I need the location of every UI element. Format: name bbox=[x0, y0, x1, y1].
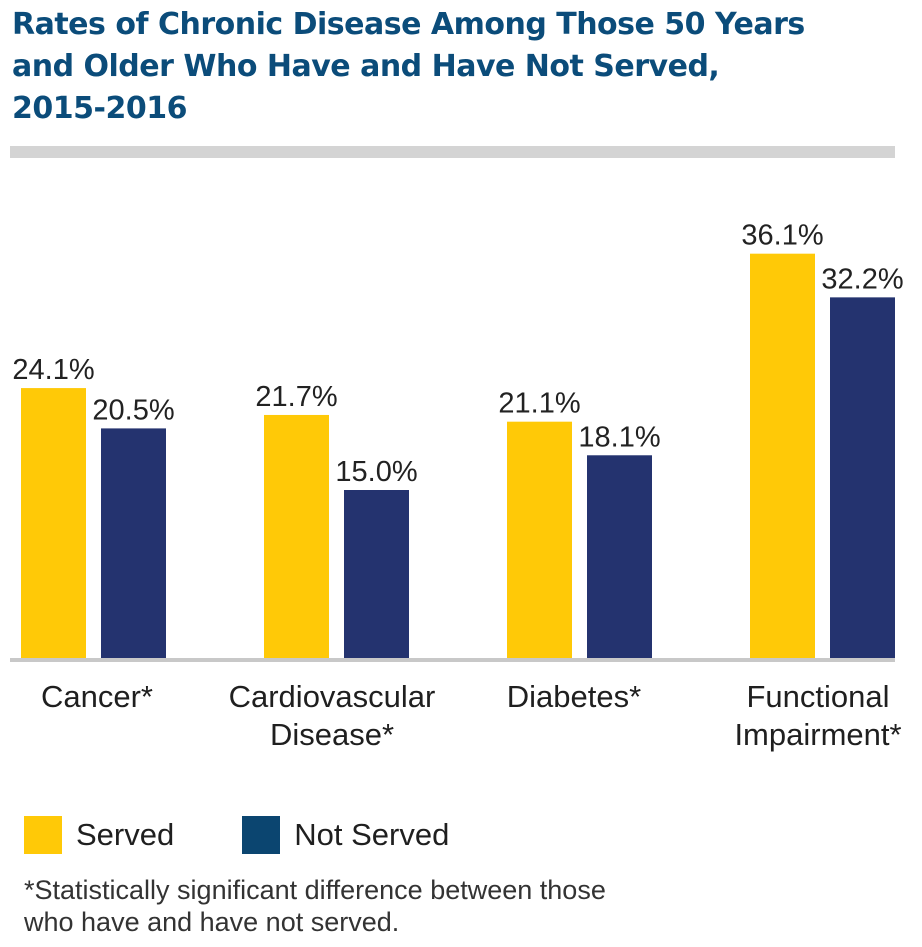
x-axis-baseline bbox=[10, 658, 895, 662]
data-label: 18.1% bbox=[578, 421, 660, 453]
chart-title-line: and Older Who Have and Have Not Served, bbox=[12, 49, 720, 84]
bar-not-served bbox=[344, 490, 409, 658]
chart-title: Rates of Chronic Disease Among Those 50 … bbox=[12, 4, 902, 130]
legend-item-not-served: Not Served bbox=[242, 816, 449, 854]
bar-served bbox=[507, 421, 572, 658]
category-label: Functional Impairment* bbox=[698, 678, 922, 754]
category-label-line: Disease* bbox=[269, 717, 395, 752]
category-label-line: Cardiovascular bbox=[228, 679, 436, 714]
legend-swatch-not-served bbox=[242, 816, 281, 854]
legend: Served Not Served bbox=[24, 816, 517, 854]
legend-item-served: Served bbox=[24, 816, 174, 854]
data-label: 24.1% bbox=[12, 354, 94, 386]
data-label: 20.5% bbox=[92, 394, 174, 426]
category-label: Cardiovascular Disease* bbox=[212, 678, 452, 754]
bar-not-served bbox=[101, 428, 166, 658]
bar-served bbox=[264, 414, 329, 658]
footnote-line: *Statistically significant difference be… bbox=[24, 875, 606, 905]
legend-label-served: Served bbox=[76, 817, 175, 852]
bar-served bbox=[21, 388, 86, 658]
legend-label-not-served: Not Served bbox=[294, 817, 450, 852]
bar-not-served bbox=[830, 297, 895, 658]
footnote-line: who have and have not served. bbox=[24, 907, 400, 937]
chart-title-line: 2015-2016 bbox=[12, 91, 187, 126]
footnote: *Statistically significant difference be… bbox=[24, 874, 724, 938]
category-label-line: Impairment* bbox=[734, 717, 902, 752]
data-label: 32.2% bbox=[821, 263, 903, 295]
data-label: 21.1% bbox=[498, 388, 580, 420]
category-label: Cancer* bbox=[0, 678, 217, 716]
category-label-line: Diabetes* bbox=[506, 679, 642, 714]
chart-title-line: Rates of Chronic Disease Among Those 50 … bbox=[12, 7, 805, 42]
data-label: 15.0% bbox=[335, 456, 417, 488]
category-label-line: Cancer* bbox=[41, 679, 153, 714]
title-divider bbox=[10, 146, 895, 158]
data-label: 21.7% bbox=[255, 381, 337, 413]
bar-not-served bbox=[587, 455, 652, 658]
data-label: 36.1% bbox=[741, 220, 823, 252]
bar-served bbox=[750, 253, 815, 658]
legend-swatch-served bbox=[24, 816, 62, 854]
category-label-line: Functional bbox=[746, 679, 890, 714]
bar-chart: 24.1% 21.7% 21.1% 36.1% 20.5% 15.0% 18.1% 32.2% bbox=[10, 220, 904, 662]
category-label: Diabetes* bbox=[454, 678, 694, 716]
